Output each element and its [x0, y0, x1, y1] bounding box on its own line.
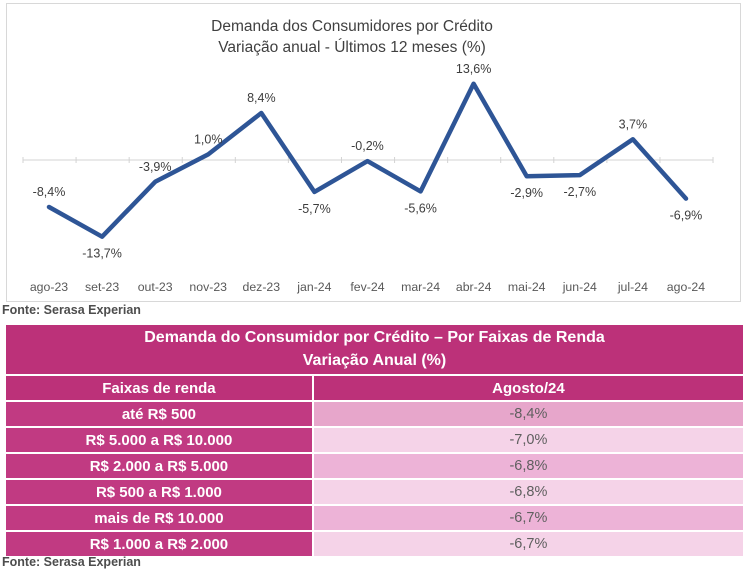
- data-label: -3,9%: [139, 160, 172, 174]
- income-range-cell: R$ 5.000 a R$ 10.000: [6, 428, 312, 452]
- x-axis-label: dez-23: [243, 280, 281, 294]
- data-label: -8,4%: [33, 185, 66, 199]
- table-row: R$ 5.000 a R$ 10.000 -7,0%: [6, 428, 743, 452]
- data-label: -0,2%: [351, 139, 384, 153]
- table-row: até R$ 500 -8,4%: [6, 402, 743, 426]
- data-label: 13,6%: [456, 62, 491, 76]
- x-axis-label: abr-24: [456, 280, 492, 294]
- value-cell: -8,4%: [313, 402, 743, 426]
- data-label: 1,0%: [194, 132, 223, 146]
- value-cell: -6,8%: [313, 480, 743, 504]
- chart-plot-area: -8,4% ago-23 -13,7% set-23 -3,9% out-23 1,0% no…: [22, 62, 714, 294]
- data-label: -2,7%: [563, 185, 596, 199]
- column-header-faixas: Faixas de renda: [6, 376, 312, 400]
- income-range-cell: R$ 500 a R$ 1.000: [6, 480, 312, 504]
- x-axis-label: ago-23: [30, 280, 68, 294]
- data-label: -5,6%: [404, 201, 437, 215]
- data-label: -13,7%: [82, 247, 122, 261]
- data-label: -6,9%: [670, 209, 703, 223]
- x-axis-label: mai-24: [508, 280, 546, 294]
- line-chart-svg: Demanda dos Consumidores por Crédito Var…: [22, 18, 714, 294]
- x-axis-label: jul-24: [617, 280, 648, 294]
- column-header-agosto24: Agosto/24: [313, 376, 743, 400]
- income-range-cell: mais de R$ 10.000: [6, 506, 312, 530]
- table-title-line1: Demanda do Consumidor por Crédito – Por …: [144, 329, 605, 346]
- data-label: 8,4%: [247, 91, 276, 105]
- income-range-cell: R$ 1.000 a R$ 2.000: [6, 532, 312, 556]
- x-axis-label: jun-24: [562, 280, 597, 294]
- table-body: até R$ 500 -8,4% R$ 5.000 a R$ 10.000 -7,0%…: [6, 402, 743, 556]
- table-row: mais de R$ 10.000 -6,7%: [6, 506, 743, 530]
- table-row: R$ 1.000 a R$ 2.000 -6,7%: [6, 532, 743, 556]
- x-axis-label: mar-24: [401, 280, 440, 294]
- x-axis-label: set-23: [85, 280, 119, 294]
- credit-demand-line-chart: Demanda dos Consumidores por Crédito Var…: [6, 3, 741, 302]
- table-row: R$ 500 a R$ 1.000 -6,8%: [6, 480, 743, 504]
- data-label: -5,7%: [298, 202, 331, 216]
- income-range-cell: até R$ 500: [6, 402, 312, 426]
- table-title: Demanda do Consumidor por Crédito – Por …: [6, 325, 743, 374]
- value-cell: -6,7%: [313, 532, 743, 556]
- x-axis-label: ago-24: [667, 280, 705, 294]
- value-cell: -6,8%: [313, 454, 743, 478]
- value-cell: -7,0%: [313, 428, 743, 452]
- x-axis-label: jan-24: [296, 280, 331, 294]
- x-axis-label: fev-24: [350, 280, 384, 294]
- chart-source-text: Fonte: Serasa Experian: [2, 303, 141, 317]
- table-source-text: Fonte: Serasa Experian: [2, 555, 141, 569]
- table-title-line2: Variação Anual (%): [302, 352, 447, 369]
- data-label: 3,7%: [619, 117, 648, 131]
- data-label: -2,9%: [510, 186, 543, 200]
- table-column-headers: Faixas de renda Agosto/24: [6, 376, 743, 400]
- chart-line: [46, 81, 689, 239]
- chart-title-line1: Demanda dos Consumidores por Crédito: [211, 18, 493, 35]
- income-range-cell: R$ 2.000 a R$ 5.000: [6, 454, 312, 478]
- income-table: Demanda do Consumidor por Crédito – Por …: [6, 325, 743, 556]
- table-row: R$ 2.000 a R$ 5.000 -6,8%: [6, 454, 743, 478]
- x-axis-label: out-23: [138, 280, 173, 294]
- x-axis-label: nov-23: [189, 280, 227, 294]
- value-cell: -6,7%: [313, 506, 743, 530]
- chart-title-line2: Variação anual - Últimos 12 meses (%): [218, 39, 486, 56]
